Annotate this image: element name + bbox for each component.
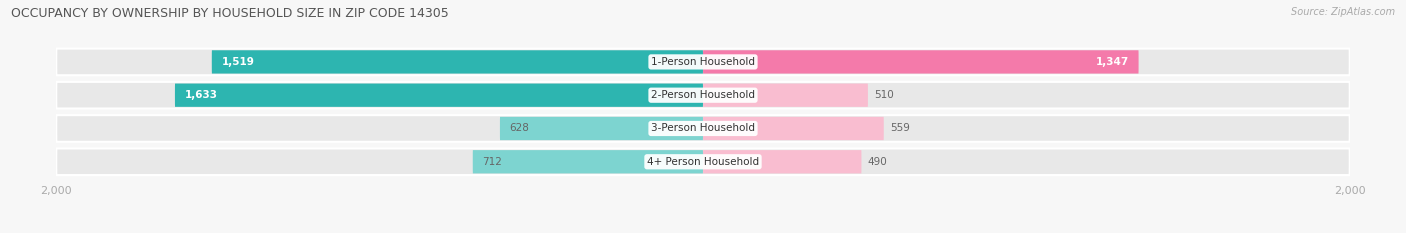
FancyBboxPatch shape — [174, 84, 703, 107]
FancyBboxPatch shape — [703, 117, 884, 140]
Text: Source: ZipAtlas.com: Source: ZipAtlas.com — [1291, 7, 1395, 17]
Text: 1,347: 1,347 — [1095, 57, 1129, 67]
FancyBboxPatch shape — [472, 150, 703, 173]
Text: 3-Person Household: 3-Person Household — [651, 123, 755, 134]
FancyBboxPatch shape — [501, 117, 703, 140]
FancyBboxPatch shape — [56, 148, 1350, 175]
FancyBboxPatch shape — [703, 84, 868, 107]
FancyBboxPatch shape — [703, 50, 1139, 74]
Text: 490: 490 — [868, 157, 887, 167]
Text: 4+ Person Household: 4+ Person Household — [647, 157, 759, 167]
Text: 1,633: 1,633 — [184, 90, 218, 100]
FancyBboxPatch shape — [703, 150, 862, 173]
Text: 712: 712 — [482, 157, 502, 167]
Text: 628: 628 — [509, 123, 530, 134]
FancyBboxPatch shape — [56, 115, 1350, 142]
Text: 559: 559 — [890, 123, 910, 134]
FancyBboxPatch shape — [56, 49, 1350, 75]
Text: 2-Person Household: 2-Person Household — [651, 90, 755, 100]
Text: 1,519: 1,519 — [222, 57, 254, 67]
Text: 1-Person Household: 1-Person Household — [651, 57, 755, 67]
Text: 510: 510 — [875, 90, 894, 100]
FancyBboxPatch shape — [56, 82, 1350, 109]
FancyBboxPatch shape — [212, 50, 703, 74]
Text: OCCUPANCY BY OWNERSHIP BY HOUSEHOLD SIZE IN ZIP CODE 14305: OCCUPANCY BY OWNERSHIP BY HOUSEHOLD SIZE… — [11, 7, 449, 20]
